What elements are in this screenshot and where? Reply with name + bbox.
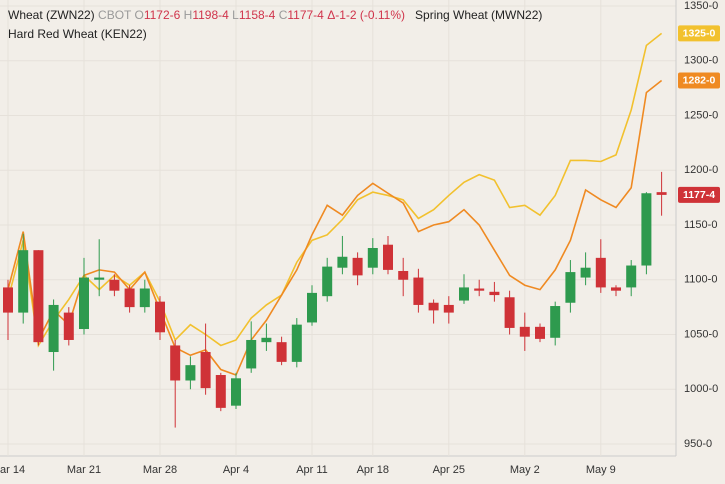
candle-body [63,312,74,340]
y-tick-label: 1250-0 [684,109,718,121]
candle-body [291,324,302,362]
candle-body [535,326,545,339]
candle-body [550,306,561,338]
candle-body [641,193,652,266]
end-label-box [678,186,720,203]
exchange: CBOT [98,8,132,22]
ohlc-value: 1198-4 [192,8,229,22]
candle-body [185,365,196,381]
candle-body [595,257,606,288]
candle-body [246,339,257,369]
end-label: 1325-0 [683,28,716,40]
candle-body [33,250,44,343]
candle-body [18,250,29,313]
candle-body [504,297,515,328]
ohlc-key: L [232,8,239,22]
legend-line-2: Hard Red Wheat (KEN22) [8,27,147,41]
candle-body [307,292,317,323]
end-label-box [678,25,720,42]
candle-body [443,304,454,313]
candle-body [519,326,530,337]
ohlc-key: H [183,8,193,22]
ohlc-value: 1177-4 [287,8,324,22]
x-tick-label: May 2 [510,464,540,476]
end-label: 1282-0 [683,75,716,87]
candle-body [215,375,226,408]
candle-body [48,304,59,353]
candle-body [139,288,150,308]
candle-body [276,342,287,362]
ohlc-key: C [278,8,288,22]
ohlc-key: O [134,8,144,22]
legend-entry: Hard Red Wheat (KEN22) [8,27,147,41]
candle-body [155,301,165,333]
candle-body [428,302,439,311]
candle-body [124,288,135,308]
x-tick-label: Apr 4 [223,464,249,476]
x-tick-label: Mar 21 [67,464,101,476]
candle-body [626,265,637,288]
candle-body [367,247,378,268]
candle-body [261,337,272,343]
candle-body [565,272,576,303]
y-tick-label: 1350-0 [684,0,718,12]
candle-body [459,287,469,301]
legend-entry: Spring Wheat (MWN22) [415,8,543,22]
candle-body [337,256,348,268]
candle-body [79,277,89,330]
candle-body [3,287,13,313]
x-tick-label: Mar 28 [143,464,177,476]
legend-line-1: Wheat (ZWN22) CBOT O1172-6 H1198-4 L1158… [8,8,542,22]
ohlc-value: 1172-6 [143,8,181,22]
symbol: Wheat (ZWN22) [8,8,95,22]
ohlc-value: 1158-4 [238,8,276,22]
y-tick-label: 1300-0 [684,55,718,67]
candle-body [656,192,667,195]
candle-body [580,267,591,278]
x-tick-label: Mar 14 [0,464,25,476]
candle-body [109,279,120,291]
y-tick-label: 950-0 [684,438,712,450]
y-tick-label: 1050-0 [684,328,718,340]
y-tick-label: 1200-0 [684,164,718,176]
x-tick-label: Apr 18 [357,464,389,476]
candle-body [383,244,393,270]
candle-body [489,291,500,296]
line-series [7,32,663,348]
y-tick-label: 1100-0 [684,274,717,286]
candle-body [322,266,333,297]
candle-body [413,277,424,305]
x-tick-label: May 9 [586,464,616,476]
ohlc: O1172-6 H1198-4 L1158-4 C1177-4 [135,8,328,22]
x-tick-label: Apr 11 [296,464,328,476]
candle-body [231,378,241,406]
candle-body [398,270,409,280]
candle-body [352,257,363,276]
y-tick-label: 1150-0 [684,219,717,231]
end-label-box [678,72,720,89]
line-series [7,79,663,377]
x-tick-label: Apr 25 [433,464,465,476]
candle-body [94,277,105,280]
candle-body [170,345,181,381]
candle-body [611,287,621,291]
candle-body [474,288,485,291]
candle-body [200,352,211,389]
y-tick-label: 1000-0 [684,383,718,395]
end-label: 1177-4 [683,189,715,201]
change: Δ-1-2 (-0.11%) [327,8,405,22]
